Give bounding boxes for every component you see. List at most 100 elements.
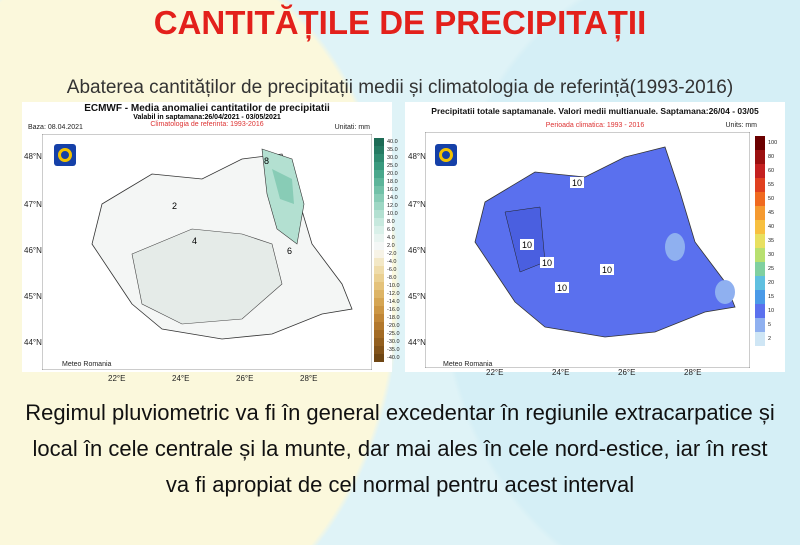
legend-swatch — [374, 154, 384, 162]
legend-entry: 30.0 — [374, 154, 400, 162]
climatology-map-panel: Precipitatii totale saptamanale. Valori … — [405, 102, 785, 372]
legend-label: -20.0 — [387, 323, 400, 329]
lat-label: 44°N — [24, 338, 42, 347]
legend-label: 60 — [768, 168, 775, 174]
lat-label: 48°N — [408, 152, 426, 161]
legend-label: 20.0 — [387, 171, 398, 177]
legend-label: 50 — [768, 196, 775, 202]
legend-swatch — [755, 150, 765, 164]
legend-swatch — [374, 178, 384, 186]
legend-swatch — [755, 178, 765, 192]
legend-swatch — [374, 186, 384, 194]
lon-label: 22°E — [108, 374, 126, 383]
contour-label: 10 — [557, 283, 567, 293]
legend-swatch — [374, 346, 384, 354]
legend-label: -30.0 — [387, 339, 400, 345]
legend-entry: 20.0 — [374, 170, 400, 178]
contour-label: 10 — [542, 258, 552, 268]
legend-label: -4.0 — [387, 259, 397, 265]
legend-swatch — [374, 194, 384, 202]
legend-entry: 40.0 — [374, 138, 400, 146]
legend-entry: 6.0 — [374, 226, 400, 234]
anomaly-map-panel: ECMWF - Media anomaliei cantitatilor de … — [22, 102, 400, 372]
lat-label: 45°N — [408, 292, 426, 301]
lon-label: 24°E — [552, 368, 570, 377]
legend-label: 15 — [768, 294, 775, 300]
legend-swatch — [374, 226, 384, 234]
legend-label: -6.0 — [387, 267, 397, 273]
contour-label: 8 — [264, 156, 269, 166]
legend-label: 10.0 — [387, 211, 398, 217]
legend-label: 12.0 — [387, 203, 398, 209]
legend-label: -16.0 — [387, 307, 400, 313]
legend-label: 2.0 — [387, 243, 395, 249]
legend-swatch — [374, 162, 384, 170]
legend-entry: -8.0 — [374, 274, 400, 282]
map-base-date: Baza: 08.04.2021 — [28, 124, 83, 131]
legend-swatch — [755, 318, 765, 332]
legend-entry: 10 — [755, 304, 777, 318]
lat-label: 46°N — [24, 246, 42, 255]
legend-swatch — [374, 250, 384, 258]
legend-label: -8.0 — [387, 275, 397, 281]
legend-entry: 15 — [755, 290, 777, 304]
legend-entry: 60 — [755, 164, 777, 178]
legend-entry: 2.0 — [374, 242, 400, 250]
legend-entry: 16.0 — [374, 186, 400, 194]
legend-entry: 50 — [755, 192, 777, 206]
legend-swatch — [374, 170, 384, 178]
legend-swatch — [755, 192, 765, 206]
legend-swatch — [755, 164, 765, 178]
legend-swatch — [755, 262, 765, 276]
legend-label: 80 — [768, 154, 775, 160]
legend-swatch — [374, 338, 384, 346]
legend-label: 10 — [768, 308, 775, 314]
contour-label: 10 — [522, 240, 532, 250]
legend-entry: 80 — [755, 150, 777, 164]
legend-swatch — [755, 304, 765, 318]
legend-label: -10.0 — [387, 283, 400, 289]
legend-swatch — [374, 138, 384, 146]
legend-entry: 8.0 — [374, 218, 400, 226]
legend-entry: 14.0 — [374, 194, 400, 202]
legend-swatch — [374, 282, 384, 290]
legend-entry: 25.0 — [374, 162, 400, 170]
legend-label: -12.0 — [387, 291, 400, 297]
legend-label: 18.0 — [387, 179, 398, 185]
lat-label: 47°N — [24, 200, 42, 209]
legend-label: 2 — [768, 336, 772, 342]
legend-entry: 25 — [755, 262, 777, 276]
legend-swatch — [374, 146, 384, 154]
climatology-legend: 100 80 60 55 50 45 40 35 30 25 20 15 10 5 2 — [755, 136, 777, 346]
legend-label: 40 — [768, 224, 775, 230]
map-units: Units: mm — [725, 122, 758, 129]
legend-label: 55 — [768, 182, 775, 188]
legend-entry: 2 — [755, 332, 777, 346]
map-period: Perioada climatica: 1993 - 2016 — [545, 122, 645, 129]
legend-swatch — [374, 330, 384, 338]
legend-entry: -14.0 — [374, 298, 400, 306]
legend-swatch — [755, 136, 765, 150]
legend-swatch — [374, 266, 384, 274]
legend-swatch — [374, 210, 384, 218]
legend-label: 14.0 — [387, 195, 398, 201]
legend-swatch — [755, 206, 765, 220]
map-title: ECMWF - Media anomaliei cantitatilor de … — [84, 103, 330, 114]
forecast-text: Regimul pluviometric va fi în general ex… — [25, 400, 775, 497]
legend-entry: 4.0 — [374, 234, 400, 242]
legend-label: 30 — [768, 252, 775, 258]
legend-label: 25 — [768, 266, 775, 272]
legend-entry: -40.0 — [374, 354, 400, 362]
legend-label: -14.0 — [387, 299, 400, 305]
legend-entry: 35.0 — [374, 146, 400, 154]
lon-label: 28°E — [684, 368, 702, 377]
legend-swatch — [755, 276, 765, 290]
legend-swatch — [755, 234, 765, 248]
legend-entry: 55 — [755, 178, 777, 192]
legend-swatch — [374, 218, 384, 226]
legend-entry: 5 — [755, 318, 777, 332]
contour-label: 4 — [192, 236, 197, 246]
lat-label: 48°N — [24, 152, 42, 161]
legend-label: 20 — [768, 280, 775, 286]
map-footer: Meteo Romania — [443, 361, 493, 368]
